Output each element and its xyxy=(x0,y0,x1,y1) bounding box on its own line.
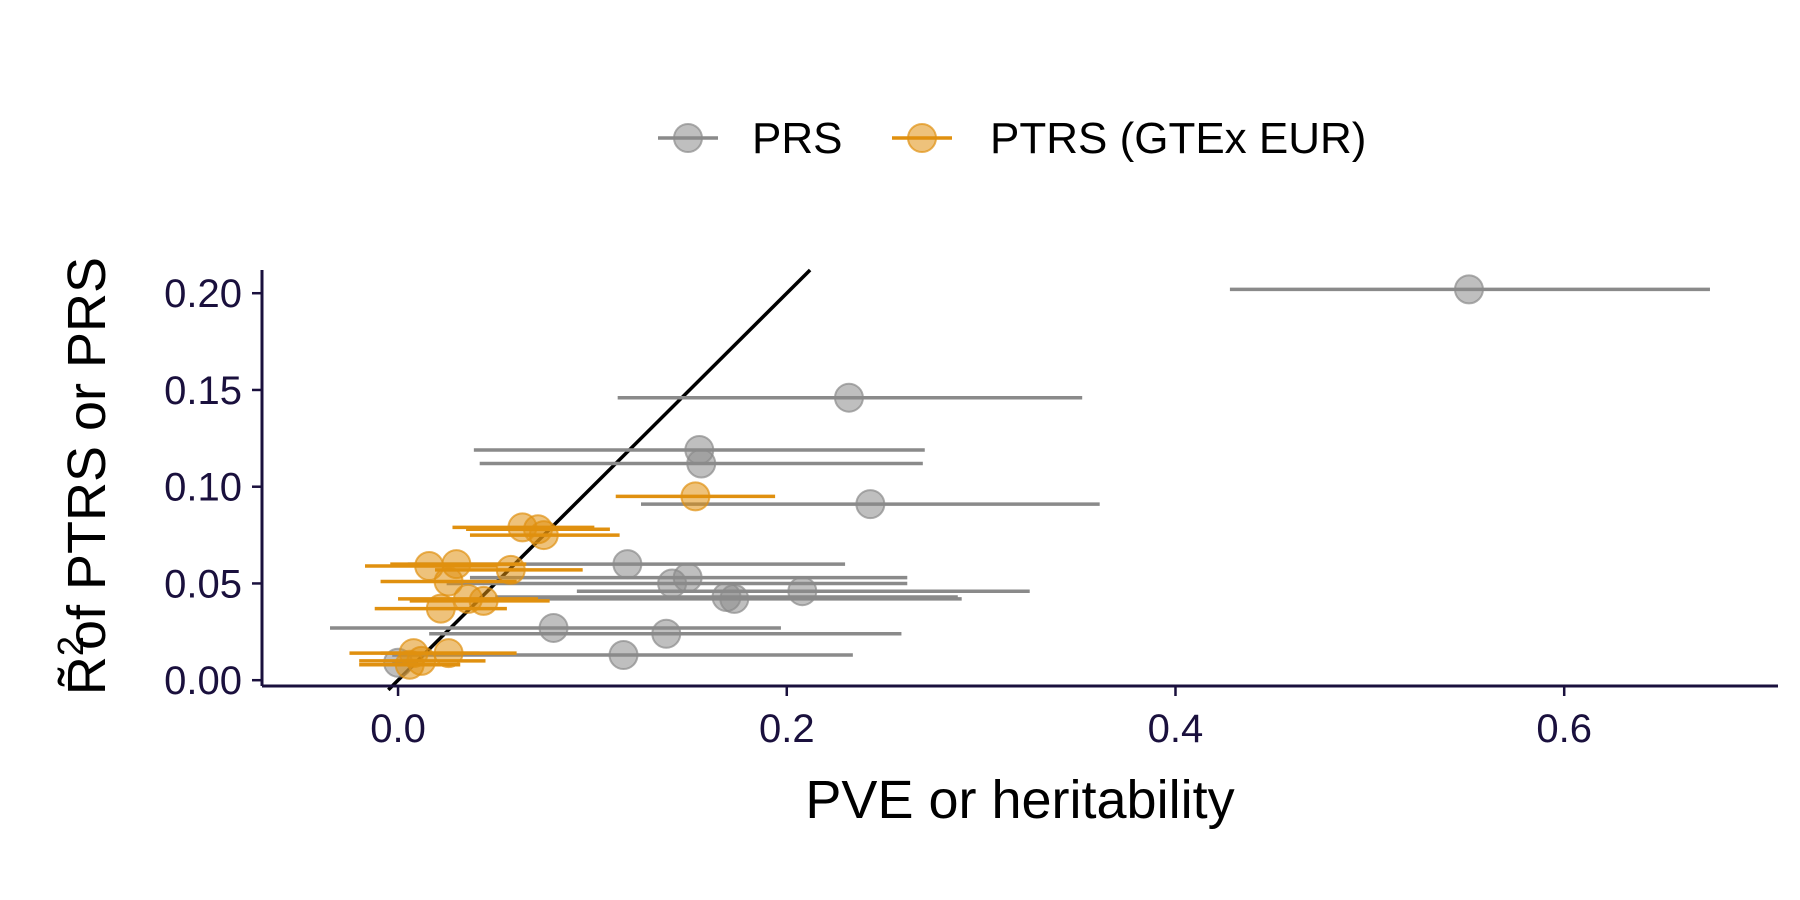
y-axis-title-text: R̃2of PTRS or PRS xyxy=(50,257,117,695)
y-axis-title: R̃2of PTRS or PRS xyxy=(50,257,117,695)
x-ticks: 0.0 0.2 0.4 0.6 xyxy=(370,686,1592,751)
series-prs xyxy=(330,275,1710,676)
y-tick-label: 0.00 xyxy=(164,659,242,703)
y-ticks: 0.00 0.05 0.10 0.15 0.20 xyxy=(164,272,262,703)
x-tick-label: 0.4 xyxy=(1148,707,1204,751)
data-point xyxy=(835,384,863,412)
data-point xyxy=(610,641,638,669)
data-point xyxy=(658,569,686,597)
y-axis-title-symbol: R̃ xyxy=(57,656,117,695)
data-point xyxy=(681,482,709,510)
y-tick-label: 0.05 xyxy=(164,562,242,606)
x-axis-title: PVE or heritability xyxy=(805,770,1234,830)
data-point xyxy=(856,490,884,518)
data-point xyxy=(497,556,525,584)
y-tick-label: 0.15 xyxy=(164,369,242,413)
x-tick-label: 0.2 xyxy=(759,707,815,751)
data-point xyxy=(713,583,741,611)
data-point xyxy=(396,651,424,679)
data-point xyxy=(788,577,816,605)
data-point xyxy=(470,587,498,615)
data-point xyxy=(427,595,455,623)
x-tick-label: 0.6 xyxy=(1536,707,1592,751)
data-point xyxy=(652,620,680,648)
legend-item-prs: PRS xyxy=(658,114,842,163)
data-point xyxy=(1455,275,1483,303)
series-ptrs xyxy=(349,482,775,678)
legend: PRS PTRS (GTEx EUR) xyxy=(658,114,1366,163)
series-layer xyxy=(330,275,1710,678)
data-point xyxy=(435,639,463,667)
data-point xyxy=(540,614,568,642)
x-tick-label: 0.0 xyxy=(370,707,426,751)
data-point xyxy=(613,550,641,578)
legend-label-prs: PRS xyxy=(752,114,842,163)
y-axis-title-rest: of PTRS or PRS xyxy=(57,257,117,650)
legend-item-ptrs: PTRS (GTEx EUR) xyxy=(892,114,1366,163)
y-tick-label: 0.20 xyxy=(164,272,242,316)
axes xyxy=(262,270,1778,686)
y-tick-label: 0.10 xyxy=(164,466,242,510)
legend-label-ptrs: PTRS (GTEx EUR) xyxy=(990,114,1366,163)
data-point xyxy=(687,449,715,477)
data-point xyxy=(530,521,558,549)
